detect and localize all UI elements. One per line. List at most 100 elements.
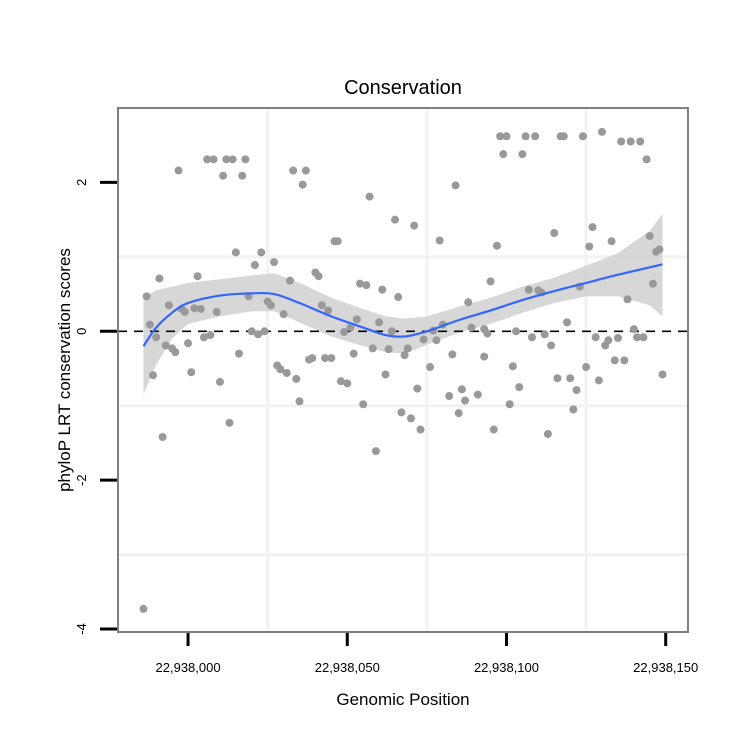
data-point	[492, 241, 501, 250]
x-tick-label: 22,938,050	[315, 660, 380, 675]
data-point	[626, 137, 635, 146]
data-point	[473, 390, 482, 399]
data-point	[279, 310, 288, 319]
data-point	[604, 336, 613, 345]
data-point	[410, 221, 419, 230]
data-point	[250, 261, 259, 270]
data-point	[527, 333, 536, 342]
data-point	[346, 323, 355, 332]
panel-border	[117, 107, 689, 633]
data-point	[512, 327, 521, 336]
data-point	[247, 327, 256, 336]
data-point	[499, 150, 508, 159]
data-point	[391, 215, 400, 224]
data-point	[648, 279, 657, 288]
data-point	[543, 430, 552, 439]
data-point	[282, 368, 291, 377]
data-point	[375, 318, 384, 327]
data-point	[451, 181, 460, 190]
data-point	[413, 384, 422, 393]
data-point	[384, 345, 393, 354]
data-point	[371, 447, 380, 456]
data-point	[461, 396, 470, 405]
data-point	[152, 333, 161, 342]
data-point	[508, 362, 517, 371]
data-point	[467, 323, 476, 332]
data-point	[266, 301, 275, 310]
data-point	[629, 325, 638, 334]
y-tick-label: 2	[74, 179, 89, 186]
data-point	[397, 408, 406, 417]
data-point	[562, 318, 571, 327]
data-point	[184, 339, 193, 348]
data-point	[187, 368, 196, 377]
y-tick-label: 0	[74, 328, 89, 335]
data-point	[480, 352, 489, 361]
data-point	[642, 155, 651, 164]
data-point	[158, 432, 167, 441]
data-point	[639, 333, 648, 342]
data-point	[219, 171, 228, 180]
data-point	[193, 272, 202, 281]
data-point	[502, 132, 511, 141]
data-point	[454, 409, 463, 418]
data-point	[566, 374, 575, 383]
data-point	[298, 180, 307, 189]
data-point	[645, 232, 654, 241]
data-point	[394, 293, 403, 302]
data-point	[547, 341, 556, 350]
data-point	[620, 356, 629, 365]
data-point	[403, 344, 412, 353]
data-point	[582, 363, 591, 372]
data-point	[308, 354, 317, 363]
data-point	[254, 330, 263, 339]
data-point	[362, 281, 371, 290]
data-point	[591, 333, 600, 342]
data-point	[524, 285, 533, 294]
data-point	[161, 341, 170, 350]
data-point	[212, 307, 221, 316]
data-point	[655, 245, 664, 254]
x-axis-label: Genomic Position	[336, 690, 469, 709]
data-point	[378, 285, 387, 294]
data-point	[203, 155, 212, 164]
data-point	[518, 150, 527, 159]
data-point	[368, 344, 377, 353]
data-point	[531, 132, 540, 141]
x-tick-label: 22,938,000	[156, 660, 221, 675]
data-point	[457, 385, 466, 394]
data-point	[196, 304, 205, 313]
data-point	[400, 351, 409, 360]
data-point	[270, 258, 279, 267]
chart-title: Conservation	[344, 77, 462, 99]
data-point	[149, 371, 158, 380]
data-point	[521, 132, 530, 141]
data-point	[155, 274, 164, 283]
data-point	[572, 386, 581, 395]
data-point	[356, 279, 365, 288]
y-axis: -4 -2 0 2	[74, 179, 117, 635]
data-point	[190, 304, 199, 313]
data-point	[295, 397, 304, 406]
data-point	[327, 354, 336, 363]
data-point	[588, 223, 597, 232]
data-point	[209, 155, 218, 164]
data-point	[448, 350, 457, 359]
y-tick-label: -2	[74, 474, 89, 486]
data-point	[359, 400, 368, 409]
data-point	[419, 335, 428, 344]
data-point	[241, 155, 250, 164]
data-point	[171, 348, 180, 357]
data-point	[387, 327, 396, 336]
data-point	[489, 425, 498, 434]
data-point	[320, 354, 329, 363]
data-point	[180, 307, 189, 316]
data-point	[343, 379, 352, 388]
data-point	[633, 333, 642, 342]
data-point	[483, 329, 492, 338]
data-point	[222, 155, 231, 164]
data-point	[598, 127, 607, 136]
data-point	[349, 349, 358, 358]
y-tick-label: -4	[74, 623, 89, 635]
